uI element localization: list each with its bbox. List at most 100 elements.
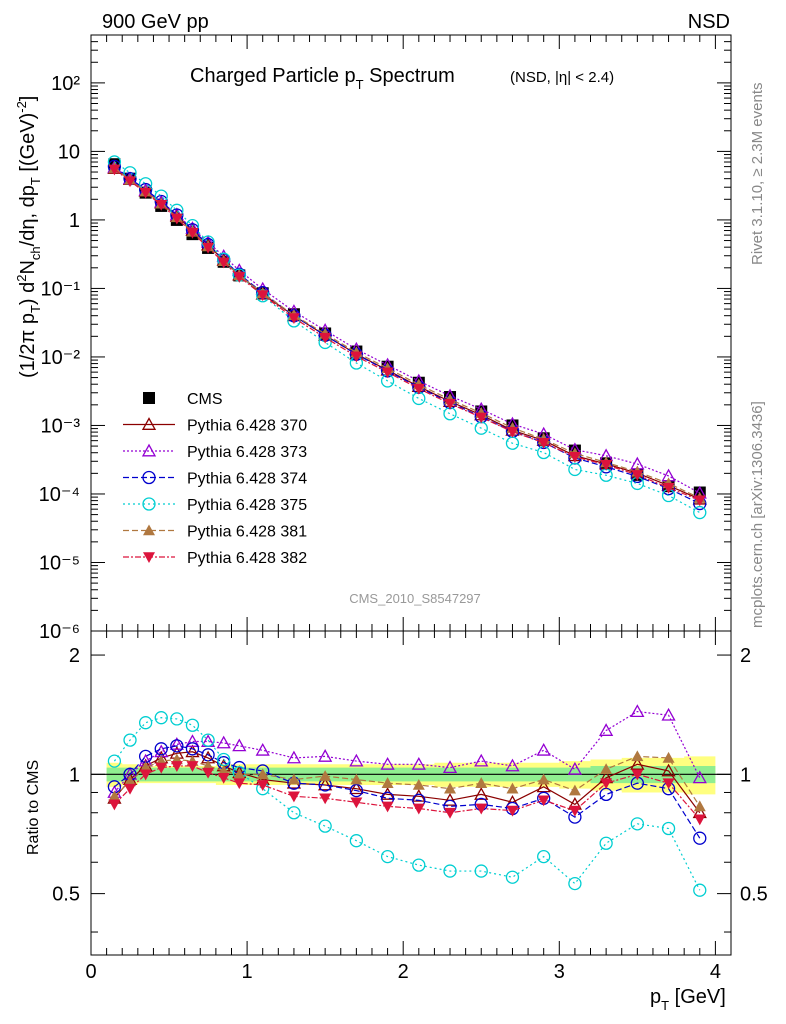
y-tick-label: 10⁻⁶ (39, 621, 80, 643)
ratio-point (412, 858, 426, 872)
mc-point (170, 213, 183, 225)
y-tick-label: 10⁻⁴ (39, 484, 80, 506)
ratio-point (442, 792, 458, 806)
ratio-point (124, 783, 137, 795)
legend-marker (143, 524, 155, 536)
ratio-point (444, 782, 457, 794)
ratio-point (108, 799, 121, 811)
ratio-point (349, 753, 364, 767)
ratio-point (350, 773, 363, 785)
ratio-point (185, 734, 200, 747)
ratio-point (233, 768, 246, 780)
ratio-point (474, 864, 488, 878)
series-line-2 (114, 166, 701, 494)
ratio-point (154, 742, 168, 756)
legend-label: Pythia 6.428 373 (187, 444, 307, 461)
mc-point (108, 164, 121, 176)
ratio-point (202, 767, 215, 779)
ratio-point (412, 803, 425, 815)
ratio-point (380, 756, 395, 770)
ratio-point (318, 749, 333, 762)
legend-label: Pythia 6.428 381 (187, 524, 307, 541)
mc-point (412, 383, 425, 395)
x-tick-label: 1 (242, 961, 253, 983)
ratio-y-tick-label-right: 0.5 (740, 884, 768, 906)
ratio-point (631, 750, 644, 762)
ratio-point (124, 775, 137, 787)
ratio-point (170, 761, 183, 772)
ratio-point (201, 733, 215, 747)
ratio-point (536, 742, 551, 756)
ratio-point (443, 864, 457, 878)
mc-point (568, 462, 582, 477)
ratio-point (600, 778, 613, 790)
ratio-point (693, 800, 706, 812)
ratio-point (568, 876, 582, 891)
main-plot-frame (90, 34, 732, 632)
legend-label: Pythia 6.428 370 (187, 418, 307, 435)
legend-marker (141, 443, 157, 457)
header-right: NSD (688, 11, 730, 33)
plot-title: Charged Particle pT Spectrum (NSD, |η| <… (190, 65, 614, 92)
ratio-point (505, 758, 520, 772)
ratio-y-tick-label-right: 1 (740, 764, 751, 786)
mc-point (233, 272, 246, 283)
ratio-point (662, 751, 675, 763)
analysis-id: CMS_2010_S8547297 (349, 591, 481, 606)
ratio-point (505, 870, 520, 884)
ratio-point (412, 778, 425, 790)
y-tick-label: 10⁻⁵ (39, 552, 80, 574)
mc-point (506, 426, 519, 438)
ratio-point (216, 735, 231, 749)
ratio-point (381, 801, 394, 813)
ratio-point (693, 831, 707, 845)
ratio-point (319, 770, 332, 781)
ratio-point (349, 783, 364, 798)
x-tick-label: 2 (398, 961, 409, 983)
ratio-point (506, 782, 519, 794)
legend-marker (142, 470, 156, 485)
y-tick-label: 10⁻¹ (41, 278, 81, 300)
ratio-point (661, 763, 676, 777)
ratio-point (232, 738, 247, 752)
ratio-point (693, 883, 707, 897)
ratio-point (599, 836, 613, 850)
ratio-point (349, 834, 364, 848)
ratio-plot-frame (90, 630, 732, 956)
ratio-y-axis-label: Ratio to CMS (25, 760, 42, 855)
ratio-y-tick-label: 0.5 (52, 884, 80, 906)
ratio-point (233, 778, 246, 790)
ratio-point (536, 779, 551, 793)
mc-point (600, 460, 613, 471)
mc-point (155, 199, 168, 211)
ratio-point (123, 733, 137, 747)
ratio-series-group (107, 704, 707, 897)
mc-point (186, 227, 199, 239)
ratio-point (185, 718, 200, 732)
legend-marker (141, 417, 157, 430)
ratio-point (567, 761, 583, 775)
ratio-point (630, 756, 645, 770)
ratio-point (444, 807, 457, 819)
mc-point (287, 313, 300, 325)
ratio-point (319, 793, 332, 805)
ratio-point (286, 750, 302, 764)
mc-point (350, 351, 363, 363)
ratio-point (381, 777, 394, 788)
ratio-point (537, 773, 550, 785)
ratio-point (287, 791, 300, 803)
mc-point (217, 257, 230, 269)
legend-marker (142, 497, 156, 511)
y-tick-label: 10⁻³ (41, 415, 81, 437)
legend: CMS Pythia 6.428 370 Pythia 6.428 373 Pythi… (123, 391, 307, 567)
ratio-point (474, 787, 489, 800)
ratio-point (318, 819, 332, 833)
mc-point (319, 332, 332, 344)
ratio-point (630, 817, 644, 831)
ratio-point (693, 814, 706, 826)
ratio-point (442, 760, 458, 774)
ratio-point (287, 806, 301, 820)
ratio-point (474, 753, 489, 767)
mc-point (537, 437, 550, 449)
ratio-point (255, 742, 270, 756)
